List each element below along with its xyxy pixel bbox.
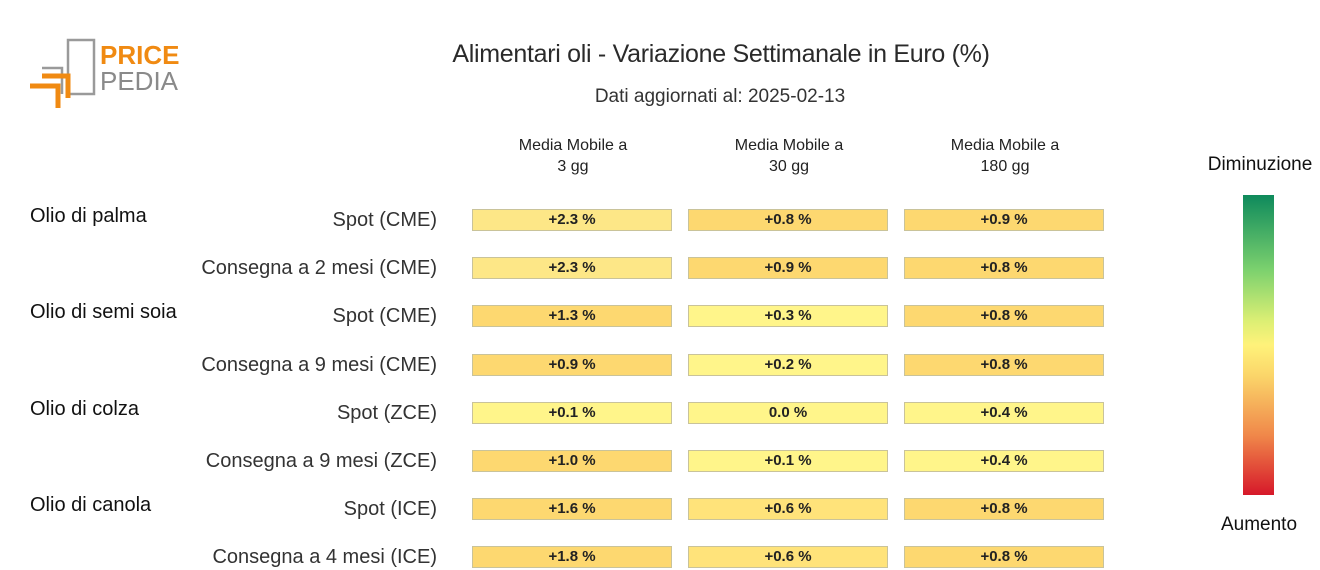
group-label: Olio di semi soia bbox=[30, 301, 177, 324]
value-cell: +1.0 % bbox=[472, 450, 672, 472]
group-label: Olio di canola bbox=[30, 494, 152, 517]
value-cell: +1.8 % bbox=[472, 546, 672, 569]
row-label: Spot (CME) bbox=[332, 209, 437, 231]
logo-text-price: PRICE bbox=[100, 40, 179, 70]
value-cell: +0.8 % bbox=[904, 257, 1104, 280]
value-cell: +0.9 % bbox=[472, 353, 672, 376]
value-cell: +0.6 % bbox=[688, 546, 888, 569]
row-label: Consegna a 9 mesi (ZCE) bbox=[205, 450, 437, 472]
row-label: Spot (CME) bbox=[332, 305, 437, 328]
value-cell: +0.4 % bbox=[904, 401, 1104, 424]
value-cell: +0.8 % bbox=[688, 209, 888, 231]
row-label: Spot (ZCE) bbox=[336, 401, 437, 424]
value-cell: +0.1 % bbox=[472, 401, 672, 424]
value-cell: +0.8 % bbox=[904, 305, 1104, 328]
color-scale-bar bbox=[1243, 195, 1274, 495]
value-cell: +0.8 % bbox=[904, 546, 1104, 569]
chart-subtitle: Dati aggiornati al: 2025-02-13 bbox=[594, 86, 846, 107]
row-label: Consegna a 9 mesi (CME) bbox=[201, 353, 437, 376]
row-label: Spot (ICE) bbox=[343, 498, 437, 521]
value-cell: +0.9 % bbox=[688, 257, 888, 280]
chart-title: Alimentari oli - Variazione Settimanale … bbox=[452, 40, 990, 68]
value-cell: +0.1 % bbox=[688, 450, 888, 472]
value-cell: +0.2 % bbox=[688, 353, 888, 376]
value-cell: +1.3 % bbox=[472, 305, 672, 328]
value-cell: +0.3 % bbox=[688, 305, 888, 328]
legend-bottom-label: Aumento bbox=[1220, 514, 1298, 535]
value-cell: +0.9 % bbox=[904, 209, 1104, 231]
value-cell: +1.6 % bbox=[472, 498, 672, 521]
pricepedia-logo: PRICE PEDIA bbox=[30, 38, 179, 108]
value-cell: +0.8 % bbox=[904, 498, 1104, 521]
logo-text-pedia: PEDIA bbox=[100, 66, 179, 96]
group-label: Olio di palma bbox=[30, 205, 147, 227]
value-cell: +0.8 % bbox=[904, 353, 1104, 376]
value-cell: +2.3 % bbox=[472, 209, 672, 231]
value-cell: +2.3 % bbox=[472, 257, 672, 280]
column-header-3gg: Media Mobile a 3 gg bbox=[518, 137, 628, 175]
row-label: Consegna a 4 mesi (ICE) bbox=[212, 546, 437, 569]
value-cell: 0.0 % bbox=[688, 401, 888, 424]
row-label: Consegna a 2 mesi (CME) bbox=[201, 257, 437, 280]
group-label: Olio di colza bbox=[30, 397, 139, 420]
column-header-180gg: Media Mobile a 180 gg bbox=[950, 137, 1060, 175]
legend-top-label: Diminuzione bbox=[1207, 154, 1313, 175]
column-header-30gg: Media Mobile a 30 gg bbox=[734, 137, 844, 175]
value-cell: +0.6 % bbox=[688, 498, 888, 521]
value-cell: +0.4 % bbox=[904, 450, 1104, 472]
